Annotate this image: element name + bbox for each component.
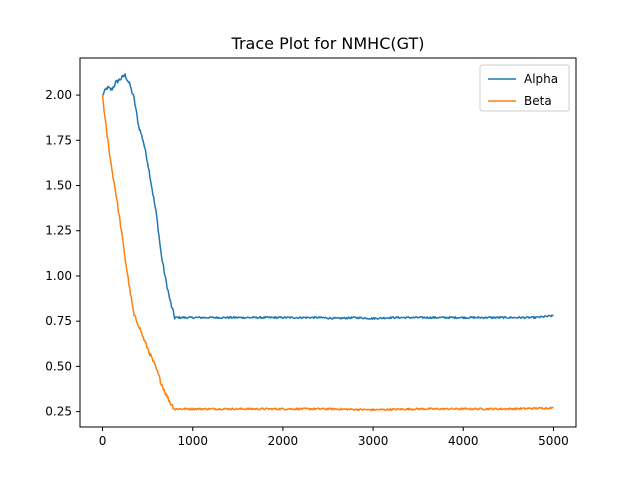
x-tick-label: 4000	[448, 434, 479, 448]
series-line-beta	[101, 95, 554, 412]
x-tick-label: 3000	[358, 434, 389, 448]
y-tick-label: 0.50	[45, 359, 72, 373]
plot-area	[80, 58, 576, 427]
series-layer	[101, 73, 554, 412]
x-tick-label: 0	[99, 434, 107, 448]
x-tick-label: 1000	[177, 434, 208, 448]
legend-label-alpha: Alpha	[524, 72, 558, 86]
y-tick-label: 0.75	[45, 314, 72, 328]
x-tick-label: 5000	[538, 434, 569, 448]
chart-title: Trace Plot for NMHC(GT)	[231, 34, 425, 53]
legend-box	[479, 64, 570, 112]
y-tick-label: 1.00	[45, 269, 72, 283]
x-axis: 0 1000 2000 3000 4000 5000	[99, 427, 569, 448]
plot-frame	[79, 57, 577, 428]
legend-label-beta: Beta	[524, 94, 552, 108]
y-tick-label: 1.25	[45, 224, 72, 238]
y-tick-label: 1.50	[45, 179, 72, 193]
series-line-alpha	[102, 73, 554, 320]
y-tick-label: 1.75	[45, 133, 72, 147]
y-tick-label: 0.25	[45, 405, 72, 419]
x-tick-label: 2000	[268, 434, 299, 448]
y-tick-label: 2.00	[45, 88, 72, 102]
y-axis: 0.25 0.50 0.75 1.00 1.25 1.50 1.75 2.00	[45, 88, 80, 419]
legend: Alpha Beta	[479, 64, 570, 112]
